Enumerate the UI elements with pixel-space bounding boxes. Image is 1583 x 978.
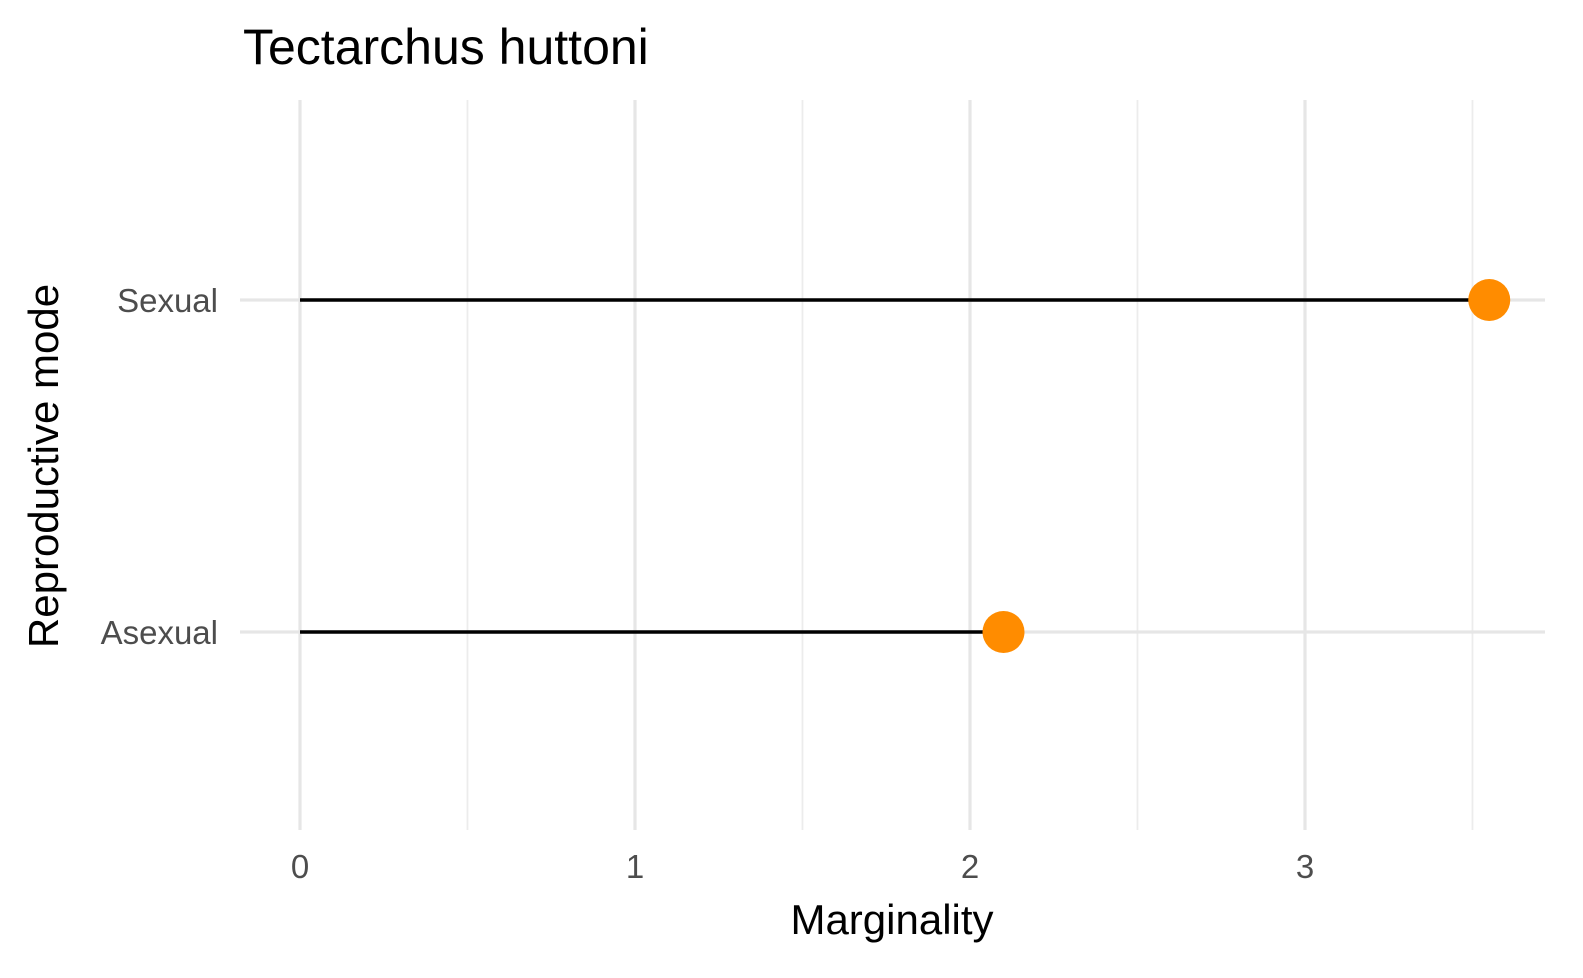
y-tick-label: Sexual: [117, 282, 218, 319]
stems: [300, 298, 1490, 634]
y-axis-title: Reproductive mode: [20, 284, 67, 648]
y-tick-label: Asexual: [101, 614, 218, 651]
y-tick-labels: Sexual Asexual: [101, 282, 218, 651]
lollipop-point-sexual: [1468, 279, 1511, 321]
grid: [240, 100, 1545, 830]
x-tick-label: 0: [291, 848, 309, 885]
lollipop-point-asexual: [982, 611, 1025, 653]
x-tick-label: 2: [961, 848, 979, 885]
x-tick-label: 1: [626, 848, 644, 885]
points: [982, 279, 1511, 653]
chart-title: Tectarchus huttoni: [243, 19, 649, 75]
x-tick-label: 3: [1296, 848, 1314, 885]
x-tick-labels: 0 1 2 3: [291, 848, 1314, 885]
x-axis-title: Marginality: [790, 896, 993, 943]
